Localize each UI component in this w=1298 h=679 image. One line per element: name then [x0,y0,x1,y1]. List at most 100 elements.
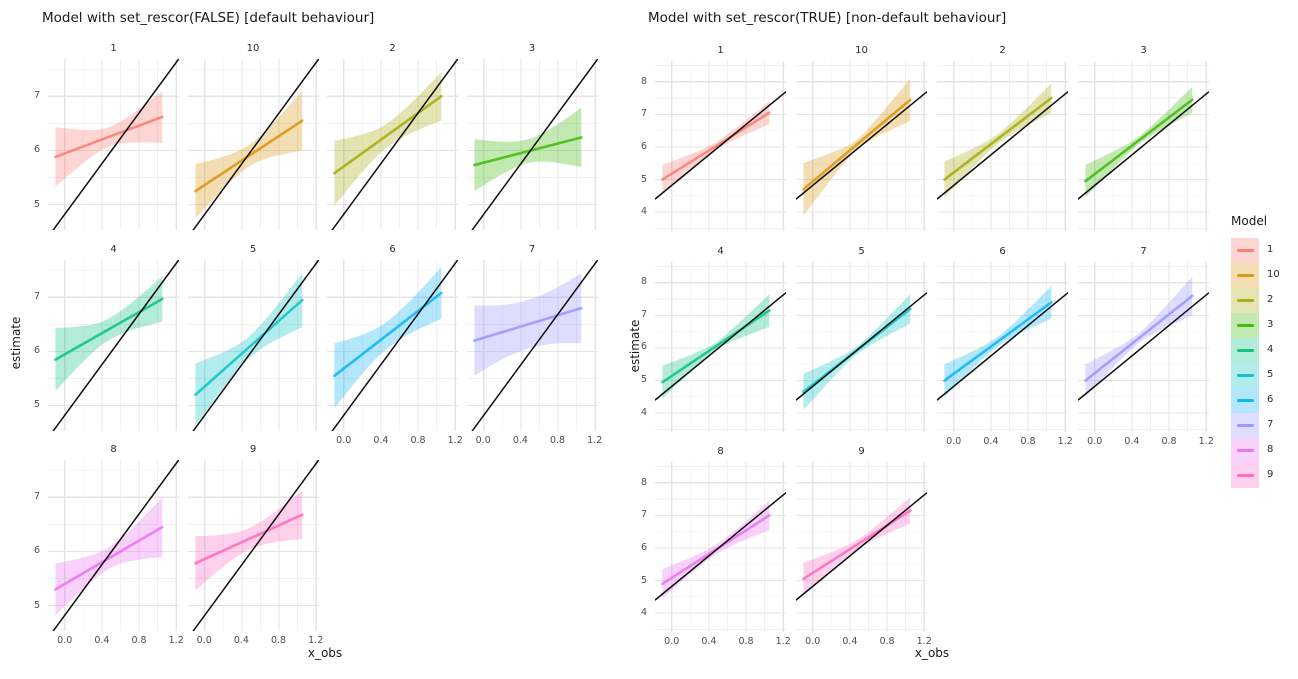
y-tick-label: 7 [640,108,647,120]
legend-label-3: 3 [1267,319,1274,330]
legend-key-1 [1231,238,1259,263]
facet-strip-label-9: 9 [249,444,257,455]
facet-panel-2 [937,61,1068,231]
fit-line [472,136,583,167]
y-tick-label: 7 [640,308,647,320]
left-plot-title: Model with set_rescor(FALSE) [default be… [42,10,375,26]
reference-line [191,259,319,431]
facet-strip-label-6: 6 [389,243,396,255]
x-tick-label: 0.8 [738,636,754,647]
x-tick-label: 1.2 [308,635,324,646]
legend-key-2 [1231,288,1259,313]
x-tick-label: 1.2 [447,434,463,446]
x-tick-label: 0.0 [57,635,73,646]
y-tick-label: 8 [640,75,647,87]
facet-panel-4 [48,259,179,431]
panel-gridlines [48,59,179,230]
legend-key-line [1236,423,1254,427]
reference-line [331,259,458,431]
legend-label-8: 8 [1267,444,1274,455]
legend-label-9: 9 [1267,469,1274,480]
facet-strip-label-7: 7 [528,243,536,255]
legend-key-line [1236,373,1254,377]
facet-panel-10 [187,59,319,230]
x-tick-label: 1.2 [1057,435,1073,447]
reference-line [937,91,1068,200]
reference-line [470,59,598,230]
panel-gridlines [466,259,598,431]
x-tick-label: 0.8 [131,635,147,646]
legend-key-line [1236,398,1254,402]
x-tick-label: 0.4 [94,635,110,646]
y-tick-label: 8 [640,276,647,288]
y-tick-label: 6 [640,341,647,353]
x-tick-label: 0.8 [549,434,566,446]
x-tick-label: 0.0 [664,636,680,647]
x-tick-label: 0.0 [196,635,212,646]
y-tick-label: 5 [640,374,647,386]
legend-label-5: 5 [1267,369,1274,380]
legend-label-6: 6 [1267,394,1274,405]
legend-key-3 [1231,313,1259,338]
y-tick-label: 4 [640,206,647,218]
reference-line [191,460,319,631]
confidence-ribbon [662,101,770,195]
facet-panel-8 [655,462,786,632]
x-tick-label: 0.0 [805,636,821,647]
y-tick-label: 6 [33,344,40,356]
panel-gridlines [796,462,927,632]
facet-strip-label-2: 2 [389,43,396,54]
facet-strip-label-3: 3 [528,43,536,54]
legend-key-5 [1231,363,1259,388]
reference-line [331,59,458,230]
reference-line [1078,291,1209,401]
reference-line [52,59,179,230]
legend-key-line [1236,348,1254,352]
facet-strip-label-5: 5 [249,243,257,255]
reference-line [796,291,927,401]
legend-key-8 [1231,438,1259,463]
facet-panel-3 [1078,61,1209,231]
fit-line [802,98,912,191]
x-tick-label: 0.8 [270,635,287,646]
facet-panel-6 [327,259,458,431]
x-tick-label: 0.4 [701,636,717,647]
fit-line [54,115,164,159]
y-tick-label: 7 [640,509,647,521]
reference-line [655,492,786,601]
x-tick-label: 0.0 [336,434,352,446]
confidence-ribbon [334,71,442,206]
panel-gridlines [796,61,927,231]
reference-line [796,492,927,601]
x-tick-label: 0.4 [233,635,249,646]
legend-key-9 [1231,463,1259,488]
y-tick-label: 5 [33,399,40,411]
legend-key-line [1236,473,1254,477]
facet-strip-label-8: 8 [717,446,724,457]
fit-line [661,111,771,181]
panel-gridlines [1078,261,1209,432]
panel-gridlines [796,261,927,432]
facet-strip-label-8: 8 [110,444,117,455]
facet-panel-3 [466,59,598,230]
fit-line [1084,294,1194,382]
reference-line [191,59,319,230]
facet-panel-7 [466,259,598,431]
facet-panel-1 [48,59,179,230]
facet-panel-9 [796,462,927,632]
x-tick-label: 0.8 [410,434,426,446]
confidence-ribbon [55,275,163,391]
y-tick-label: 6 [640,541,647,553]
fit-line [1084,98,1194,183]
x-tick-label: 1.2 [587,434,603,446]
reference-line [796,91,927,200]
legend-key-4 [1231,338,1259,363]
legend-key-line [1236,323,1254,327]
fit-line [193,119,304,193]
x-tick-label: 0.8 [1020,435,1036,447]
facet-strip-label-2: 2 [999,45,1006,56]
x-tick-label: 0.0 [946,435,962,447]
x-tick-label: 0.4 [512,434,528,446]
legend-label-7: 7 [1267,419,1274,430]
